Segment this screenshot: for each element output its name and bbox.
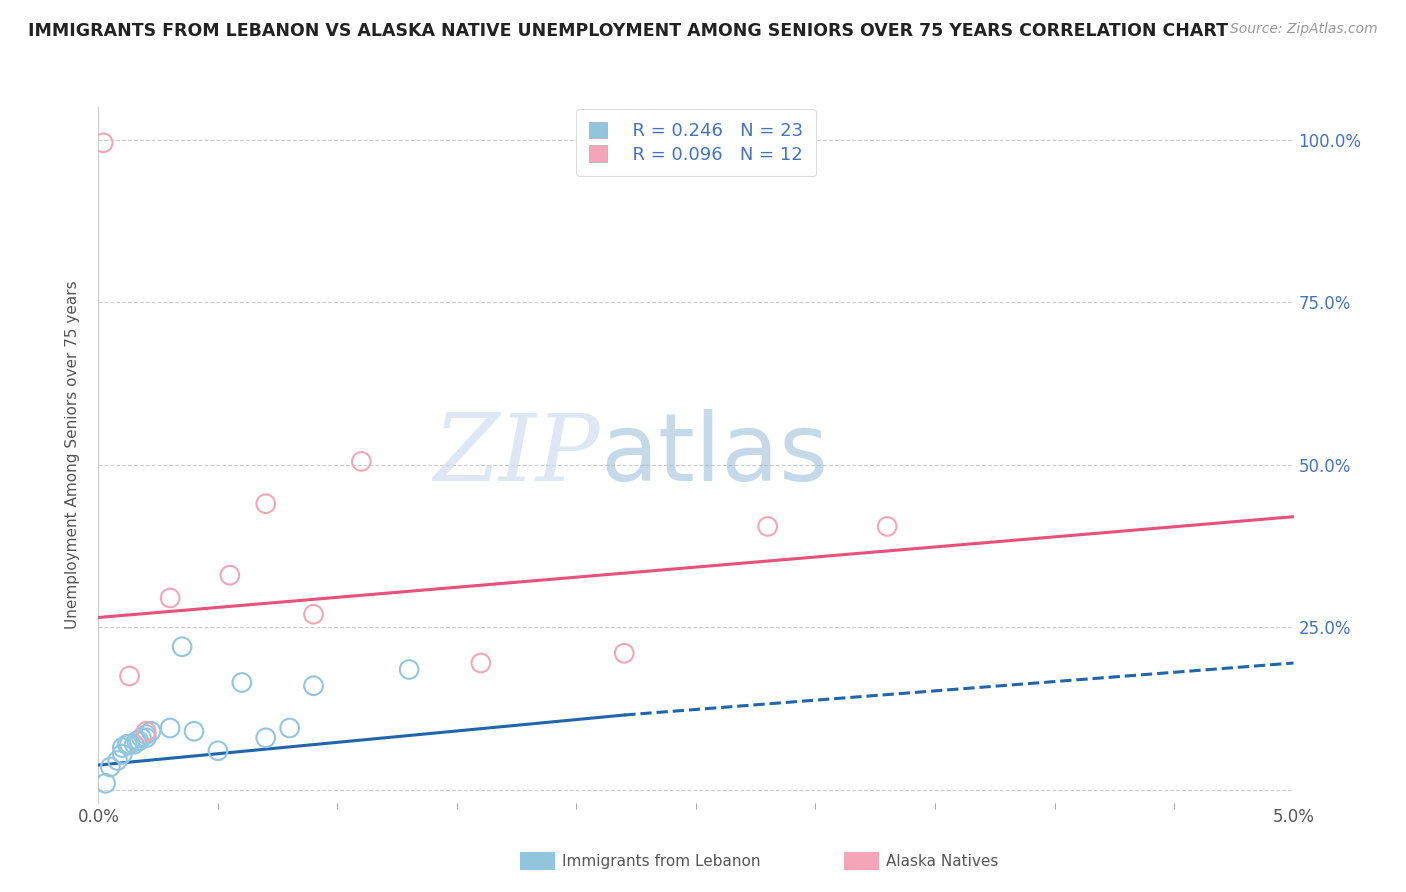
Point xyxy=(111,747,134,761)
Text: Source: ZipAtlas.com: Source: ZipAtlas.com xyxy=(1230,22,1378,37)
Point xyxy=(876,519,898,533)
Point xyxy=(183,724,205,739)
Point xyxy=(350,454,373,468)
Text: Alaska Natives: Alaska Natives xyxy=(886,855,998,869)
Point xyxy=(118,669,141,683)
Point xyxy=(172,640,194,654)
Point xyxy=(135,731,157,745)
Point xyxy=(231,675,253,690)
Point xyxy=(302,679,325,693)
Point xyxy=(398,663,420,677)
Text: Immigrants from Lebanon: Immigrants from Lebanon xyxy=(562,855,761,869)
Point xyxy=(131,731,153,745)
Point xyxy=(124,737,146,751)
Point xyxy=(613,646,636,660)
Point xyxy=(302,607,325,622)
Point xyxy=(470,656,492,670)
Point xyxy=(254,731,277,745)
Point xyxy=(100,760,122,774)
Point xyxy=(118,737,141,751)
Point xyxy=(159,591,181,605)
Point xyxy=(254,497,277,511)
Point xyxy=(135,727,157,741)
Y-axis label: Unemployment Among Seniors over 75 years: Unemployment Among Seniors over 75 years xyxy=(65,281,80,629)
Text: ZIP: ZIP xyxy=(433,410,600,500)
Point xyxy=(207,744,229,758)
Point xyxy=(94,776,117,790)
Point xyxy=(125,734,148,748)
Point xyxy=(159,721,181,735)
Point xyxy=(91,136,114,150)
Text: atlas: atlas xyxy=(600,409,828,501)
Text: IMMIGRANTS FROM LEBANON VS ALASKA NATIVE UNEMPLOYMENT AMONG SENIORS OVER 75 YEAR: IMMIGRANTS FROM LEBANON VS ALASKA NATIVE… xyxy=(28,22,1227,40)
Point xyxy=(139,724,162,739)
Point xyxy=(115,737,138,751)
Point xyxy=(756,519,779,533)
Legend:   R = 0.246   N = 23,   R = 0.096   N = 12: R = 0.246 N = 23, R = 0.096 N = 12 xyxy=(576,109,815,177)
Point xyxy=(219,568,242,582)
Point xyxy=(111,740,134,755)
Point xyxy=(107,754,129,768)
Point xyxy=(135,724,157,739)
Point xyxy=(128,734,150,748)
Point xyxy=(278,721,301,735)
